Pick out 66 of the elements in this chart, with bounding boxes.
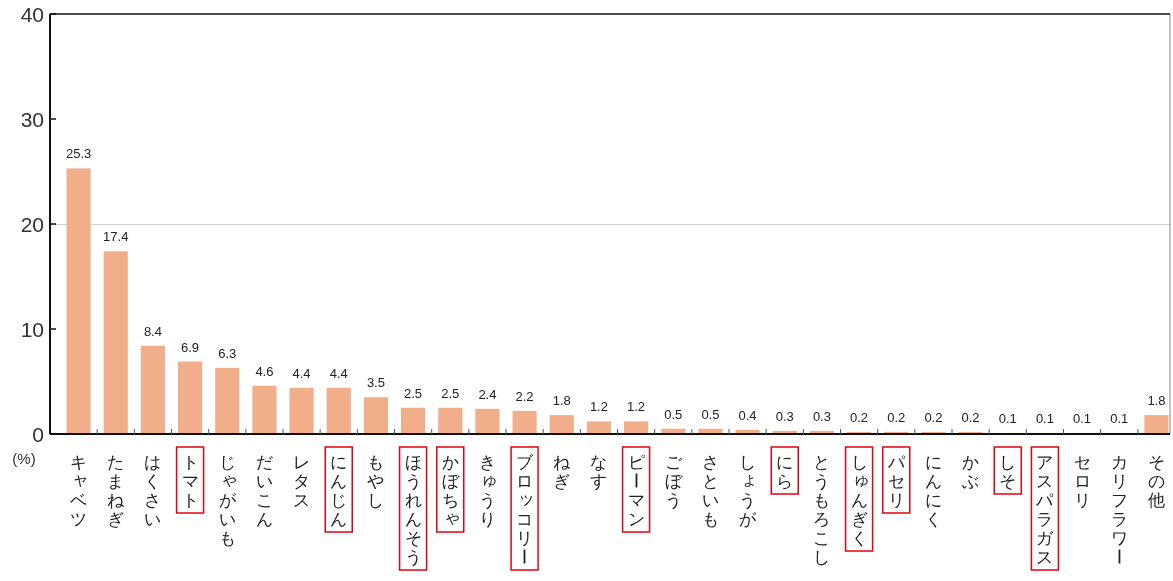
data-label: 0.2: [887, 409, 906, 425]
x-tick-label: かぶ: [962, 452, 980, 491]
data-label: 2.5: [404, 385, 423, 401]
data-label: 0.1: [1035, 410, 1054, 426]
y-tick-label: 10: [20, 317, 44, 341]
data-label: 25.3: [65, 146, 92, 162]
data-label: 1.2: [589, 399, 608, 415]
x-tick-label: なす: [590, 452, 608, 491]
y-tick-label: 20: [20, 212, 44, 236]
data-label: 4.4: [292, 365, 311, 381]
data-label: 4.4: [329, 365, 348, 381]
x-tick-label: さといも: [701, 452, 719, 529]
x-tick-label: パセリ: [886, 452, 906, 510]
x-tick-label: しょうが: [739, 452, 759, 529]
x-tick-label: しそ: [999, 452, 1017, 491]
x-tick-label: ねぎ: [553, 452, 572, 491]
x-tick-label: しゅんぎく: [850, 452, 870, 548]
x-tick-label: だいこん: [255, 452, 273, 529]
data-label: 0.1: [998, 410, 1017, 426]
data-label: 1.8: [552, 393, 571, 409]
data-label: 3.5: [366, 375, 385, 391]
x-tick-label: にんにく: [924, 452, 942, 529]
x-tick-label: じゃがいも: [218, 452, 239, 548]
x-tick-label: かぼちゃ: [441, 452, 462, 527]
y-tick-label: 40: [20, 2, 44, 26]
data-label: 0.3: [775, 408, 794, 424]
data-label: 0.2: [924, 409, 943, 425]
data-label: 0.4: [738, 407, 757, 423]
x-tick-label: カリフラワー: [1108, 452, 1128, 565]
y-tick-label: 30: [20, 107, 44, 131]
y-axis-title: (%): [12, 450, 36, 467]
data-label: 0.2: [850, 409, 869, 425]
x-tick-label: はくさい: [144, 452, 162, 529]
data-label: 0.2: [961, 409, 980, 425]
x-tick-label: たまねぎ: [107, 452, 126, 529]
data-label: 0.1: [1073, 410, 1092, 426]
data-label: 0.1: [1110, 410, 1129, 426]
data-label: 2.5: [441, 385, 460, 401]
x-tick-label: キャベツ: [70, 452, 90, 529]
data-label: 6.3: [218, 345, 237, 361]
x-tick-label: もやし: [367, 452, 385, 510]
data-label: 1.2: [627, 399, 646, 415]
x-tick-label: にら: [776, 452, 794, 491]
data-label: 0.3: [812, 408, 831, 424]
x-tick-label: にんじん: [330, 452, 348, 529]
x-tick-label: きゅうり: [478, 452, 499, 529]
x-tick-label: トマト: [181, 452, 199, 510]
data-label: 2.4: [478, 386, 497, 402]
data-label: 4.6: [255, 363, 274, 379]
data-label: 2.2: [515, 388, 534, 404]
data-label: 0.5: [664, 406, 683, 422]
x-tick-label: レタス: [293, 452, 311, 510]
y-tick-label: 0: [32, 422, 44, 446]
data-label: 17.4: [103, 229, 129, 245]
x-tick-label: ブロッコリー: [514, 452, 536, 565]
x-tick-label: その他: [1147, 452, 1165, 510]
x-tick-label: とうもろこし: [813, 452, 831, 567]
x-tick-label: ごぼう: [664, 452, 683, 510]
x-tick-label: ピーマン: [625, 452, 645, 529]
data-label: 1.8: [1147, 393, 1166, 409]
data-label: 0.5: [701, 406, 720, 422]
data-label: 6.9: [181, 339, 200, 355]
x-tick-label: ほうれんそう: [404, 452, 422, 567]
x-tick-label: セロリ: [1073, 452, 1091, 510]
x-tick-label: アスパラガス: [1035, 452, 1055, 567]
data-label: 8.4: [143, 323, 162, 339]
